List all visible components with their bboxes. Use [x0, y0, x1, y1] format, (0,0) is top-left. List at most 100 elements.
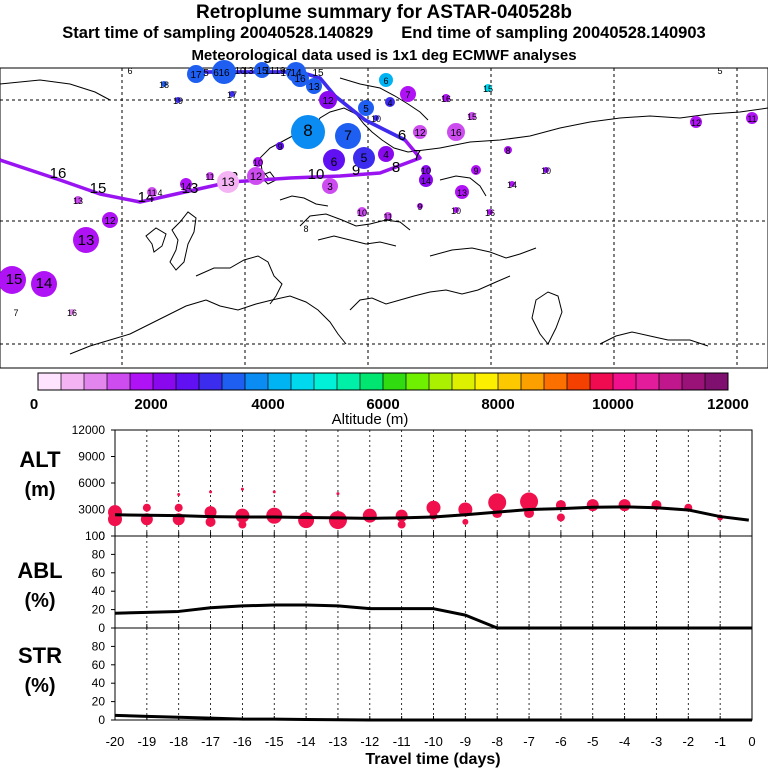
cluster-circle	[379, 73, 393, 87]
colorbar-swatch	[61, 373, 85, 390]
cluster-label: 5	[361, 151, 368, 165]
cluster-circle	[291, 115, 325, 149]
cluster-circle	[323, 149, 345, 171]
sampling-times: Start time of sampling 20040528.140829 En…	[0, 24, 768, 43]
colorbar-tick-label: 6000	[366, 396, 399, 413]
colorbar-swatch	[38, 373, 62, 390]
cluster-label: 10	[541, 166, 551, 176]
cluster-label: 17	[227, 90, 237, 100]
cluster-label: 7	[344, 127, 352, 143]
trajectory-map: 161514131211109876543 151413161213111413…	[0, 60, 768, 369]
cluster-dot	[177, 492, 181, 496]
colorbar-swatch	[268, 373, 292, 390]
cluster-circle	[471, 165, 481, 175]
cluster-circle	[484, 84, 492, 92]
panel-unit: (%)	[24, 675, 55, 697]
panel-alt: 12000 9000 6000 3000 0 ALT (m)	[19, 423, 753, 543]
cluster-circle	[378, 146, 394, 162]
y-tick-label: 80	[92, 639, 106, 653]
colorbar-swatch	[314, 373, 338, 390]
cluster-circle	[319, 91, 337, 109]
colorbar-swatch	[199, 373, 223, 390]
cluster-label: 8	[505, 146, 510, 156]
cluster-label: 12	[691, 118, 701, 128]
cluster-label: 11	[747, 114, 756, 124]
cluster-label: 14	[180, 182, 192, 193]
cluster-label: 10	[357, 208, 367, 218]
x-tick-label: -13	[329, 734, 348, 749]
panel-label: STR	[18, 643, 62, 668]
cluster-circle	[286, 62, 306, 82]
cluster-circle	[746, 112, 758, 124]
cluster-label: 16	[441, 94, 451, 104]
cluster-circle	[419, 173, 433, 187]
x-tick-label: -6	[555, 734, 567, 749]
cluster-label: 12	[250, 171, 262, 183]
colorbar-tick-label: 2000	[134, 396, 167, 413]
panel-label: ALT	[19, 447, 61, 472]
trajectory-day-label: 15	[90, 180, 107, 197]
cluster-circle	[385, 97, 395, 107]
cluster-label: 10	[421, 166, 431, 176]
colorbar-xlabel: Altitude (m)	[332, 411, 409, 428]
colorbar-swatch	[705, 373, 729, 390]
cluster-circle	[306, 78, 322, 94]
cluster-circle	[543, 167, 549, 173]
cluster-dot	[395, 509, 408, 522]
cluster-label: 14	[421, 176, 431, 186]
cluster-label: 16	[218, 68, 230, 79]
y-tick-label: 0	[98, 621, 105, 635]
y-tick-label: 40	[92, 584, 106, 598]
series-line	[114, 713, 752, 722]
cluster-label: 18	[159, 80, 169, 90]
panel-unit: (%)	[24, 590, 55, 612]
cluster-circle	[421, 165, 431, 175]
cluster-circle	[254, 62, 270, 78]
cluster-circle	[31, 271, 57, 297]
cluster-label: 11	[147, 188, 156, 198]
colorbar-tick-label: 4000	[251, 396, 284, 413]
x-tick-label: -1	[714, 734, 726, 749]
colorbar-tick-label: 8000	[481, 396, 514, 413]
x-tick-label: -7	[523, 734, 535, 749]
time-series-panels: 120009000600030000ALT(m)100806040200ABL(…	[17, 423, 755, 768]
cluster-label: 15	[256, 66, 268, 77]
colorbar-swatch	[429, 373, 453, 390]
trajectory-path-late	[200, 70, 406, 142]
cluster-dot	[298, 512, 315, 529]
cluster-circle	[175, 97, 181, 103]
cluster-dot	[272, 490, 276, 494]
cluster-circle	[217, 171, 239, 193]
x-tick-label: -19	[137, 734, 156, 749]
cluster-dot	[618, 499, 631, 512]
x-tick-label: -10	[424, 734, 443, 749]
panel-unit: (m)	[24, 479, 55, 501]
cluster-label: 6	[213, 68, 219, 79]
cluster-circle	[253, 157, 263, 167]
colorbar-swatch	[567, 373, 591, 390]
colorbar-swatch	[406, 373, 430, 390]
cluster-label: 13	[73, 196, 83, 206]
cluster-label: 8	[303, 121, 312, 140]
cluster-label: 15	[6, 271, 23, 288]
cluster-label: 11	[265, 66, 276, 77]
panel-str: 80 60 40 20 0 STR (%)	[18, 627, 753, 727]
cluster-circle	[442, 94, 450, 102]
colorbar-swatch	[544, 373, 568, 390]
cluster-circle	[322, 178, 338, 194]
y-tick-label: 12000	[72, 423, 106, 437]
cluster-dot	[556, 513, 565, 522]
cluster-circle	[358, 100, 374, 116]
x-tick-label: -2	[683, 734, 695, 749]
colorbar-swatch	[153, 373, 177, 390]
cluster-dot	[336, 492, 340, 496]
y-tick-label: 40	[92, 676, 106, 690]
colorbar-swatch	[245, 373, 269, 390]
colorbar-swatch	[130, 373, 154, 390]
cluster-label: 19	[274, 66, 286, 77]
cluster-label: 10	[253, 158, 263, 168]
cluster-circle	[400, 86, 416, 102]
x-tick-label: -18	[169, 734, 188, 749]
